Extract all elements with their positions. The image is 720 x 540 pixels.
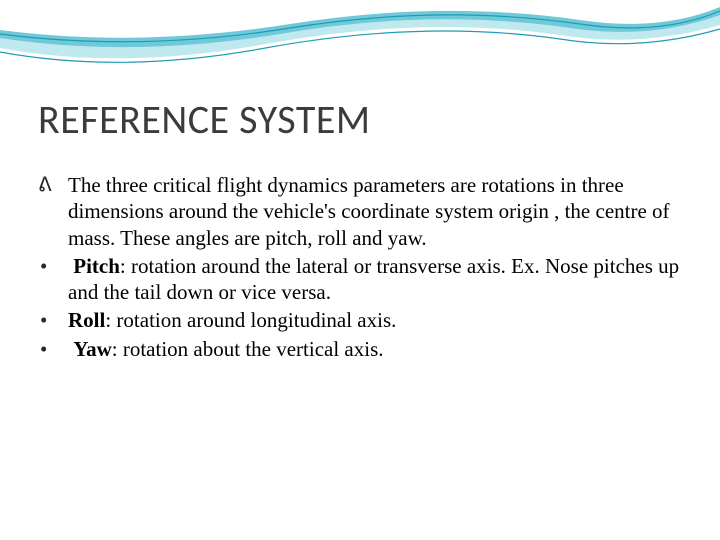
slide-body: ᕕ The three critical flight dynamics par… — [38, 172, 682, 362]
bullet-dot-icon: • — [38, 307, 68, 333]
wave-decoration — [0, 0, 720, 90]
bullet-text: Roll: rotation around longitudinal axis. — [68, 307, 682, 333]
bullet-desc: : rotation around longitudinal axis. — [105, 308, 396, 332]
bullet-term: Roll — [68, 308, 105, 332]
bullet-dot-icon: • — [38, 336, 68, 362]
intro-paragraph: ᕕ The three critical flight dynamics par… — [38, 172, 682, 251]
bullet-item: • Pitch: rotation around the lateral or … — [38, 253, 682, 306]
bullet-item: • Yaw: rotation about the vertical axis. — [38, 336, 682, 362]
slide-content: REFERENCE SYSTEM ᕕ The three critical fl… — [38, 95, 682, 364]
bullet-term: Pitch — [73, 254, 120, 278]
bullet-term: Yaw — [73, 337, 112, 361]
swirl-bullet-icon: ᕕ — [38, 172, 68, 251]
intro-text: The three critical flight dynamics param… — [68, 172, 682, 251]
bullet-text: Pitch: rotation around the lateral or tr… — [68, 253, 682, 306]
bullet-desc: : rotation around the lateral or transve… — [68, 254, 679, 304]
slide-title: REFERENCE SYSTEM — [38, 95, 682, 144]
bullet-dot-icon: • — [38, 253, 68, 306]
bullet-item: • Roll: rotation around longitudinal axi… — [38, 307, 682, 333]
bullet-text: Yaw: rotation about the vertical axis. — [68, 336, 682, 362]
bullet-desc: : rotation about the vertical axis. — [112, 337, 384, 361]
